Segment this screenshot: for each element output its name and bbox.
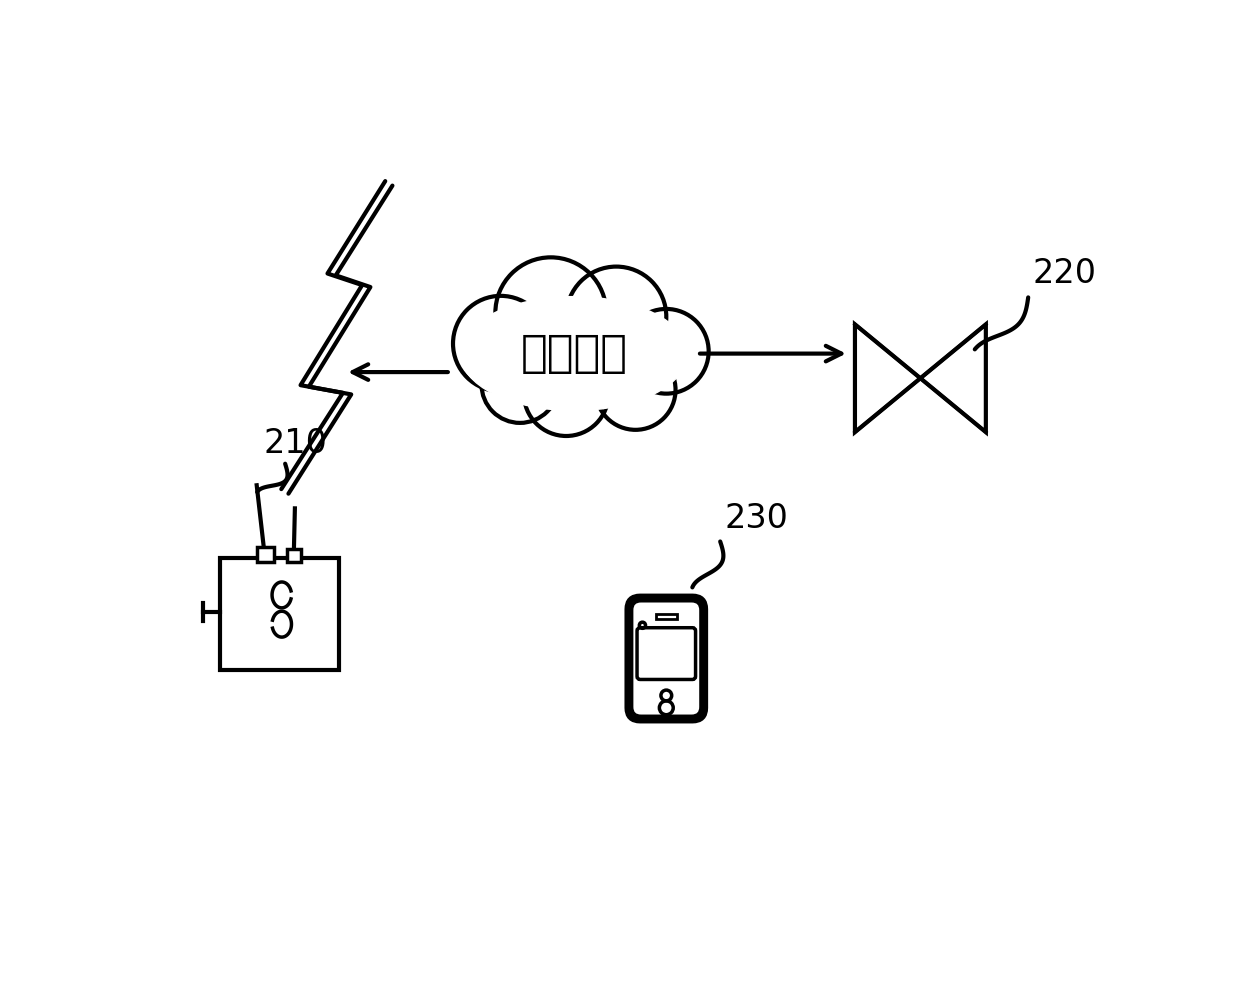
Text: 210: 210: [263, 427, 327, 460]
Text: 230: 230: [724, 502, 787, 535]
Circle shape: [523, 352, 609, 436]
Text: 无线网络: 无线网络: [521, 332, 627, 375]
Ellipse shape: [455, 292, 693, 415]
Ellipse shape: [460, 297, 687, 410]
Bar: [656, 614, 677, 620]
Circle shape: [495, 257, 606, 369]
Circle shape: [481, 346, 558, 423]
Bar: [286, 549, 300, 563]
FancyBboxPatch shape: [627, 597, 704, 720]
Circle shape: [624, 309, 708, 393]
Bar: [219, 559, 339, 670]
Circle shape: [453, 296, 548, 391]
Text: 220: 220: [1032, 257, 1096, 290]
FancyBboxPatch shape: [631, 601, 701, 716]
Circle shape: [567, 267, 666, 367]
Circle shape: [595, 350, 676, 430]
FancyBboxPatch shape: [637, 627, 696, 679]
Bar: [257, 547, 274, 563]
